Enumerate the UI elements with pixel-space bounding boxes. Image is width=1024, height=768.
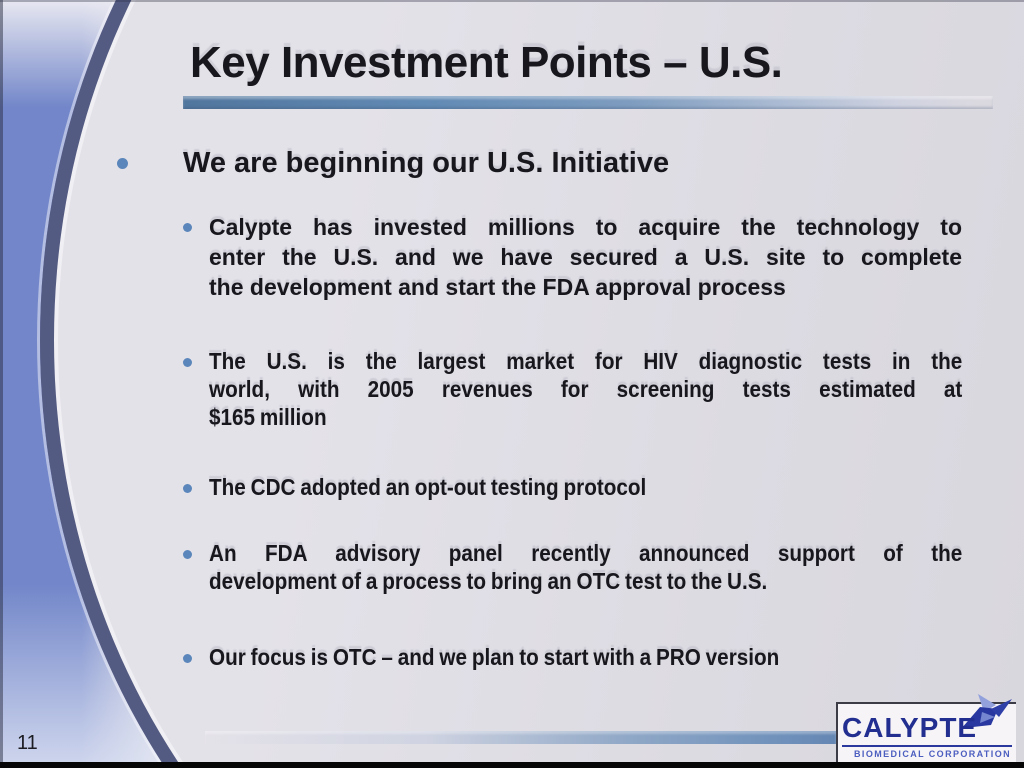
sub-bullet: The CDC adopted an opt-out testing proto…	[183, 473, 1024, 501]
bullet-line: Calypte has invested millions to acquire…	[209, 214, 962, 240]
bullet-line: the development and start the FDA approv…	[209, 274, 786, 300]
logo-wordmark: CALYPTE	[842, 712, 978, 743]
sub-bullet: The U.S. is the largest market for HIV d…	[183, 347, 1024, 431]
logo-underline	[842, 745, 1012, 747]
bullet-line: Our focus is OTC – and we plan to start …	[209, 644, 780, 670]
bullet-line: An FDA advisory panel recently announced…	[209, 540, 963, 566]
calypte-logo: CALYPTE BIOMEDICAL CORPORATION	[836, 694, 1016, 762]
slide-top-edge	[0, 0, 1024, 2]
bullet-line: development of a process to bring an OTC…	[209, 568, 768, 594]
sub-bullet: An FDA advisory panel recently announced…	[183, 539, 1024, 595]
main-bullet: We are beginning our U.S. Initiative	[117, 146, 669, 180]
title-underline-bar	[183, 96, 993, 109]
slide-title: Key Investment Points – U.S.	[190, 38, 783, 87]
logo-subtitle: BIOMEDICAL CORPORATION	[854, 749, 1011, 759]
sub-bullet: Calypte has invested millions to acquire…	[183, 212, 962, 302]
bullet-line: The U.S. is the largest market for HIV d…	[209, 348, 963, 374]
page-number: 11	[17, 732, 38, 754]
footer-accent-bar	[205, 731, 836, 744]
sub-bullet-text: The U.S. is the largest market for HIV d…	[209, 347, 962, 431]
slide-left-edge	[0, 0, 3, 768]
bullet-icon	[117, 158, 128, 169]
bullet-icon	[183, 358, 192, 367]
sub-bullet-text: An FDA advisory panel recently announced…	[209, 539, 962, 595]
main-bullet-text: We are beginning our U.S. Initiative	[183, 147, 670, 179]
sub-bullet: Our focus is OTC – and we plan to start …	[183, 643, 1024, 671]
sub-bullet-text: Our focus is OTC – and we plan to start …	[209, 643, 962, 671]
bullet-icon	[183, 654, 192, 663]
bullet-line: world, with 2005 revenues for screening …	[209, 376, 963, 402]
bullet-icon	[183, 223, 192, 232]
bullet-line: enter the U.S. and we have secured a U.S…	[209, 244, 962, 270]
sub-bullet-text: The CDC adopted an opt-out testing proto…	[209, 473, 962, 501]
sub-bullet-text: Calypte has invested millions to acquire…	[209, 212, 962, 302]
bullet-icon	[183, 484, 192, 493]
bullet-line: $165 million	[209, 404, 327, 430]
bullet-line: The CDC adopted an opt-out testing proto…	[209, 474, 647, 500]
bottom-border-bar	[0, 762, 1024, 768]
circular-frame	[40, 0, 1024, 768]
hummingbird-icon	[961, 694, 1012, 729]
bullet-icon	[183, 550, 192, 559]
